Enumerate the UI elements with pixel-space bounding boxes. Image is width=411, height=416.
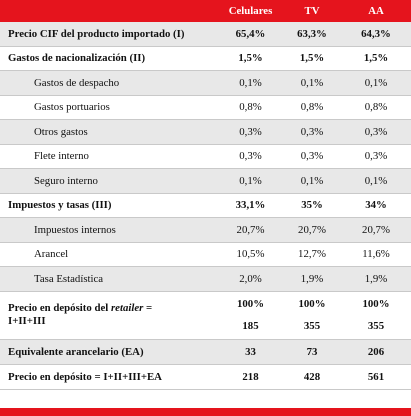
header-celulares: Celulares	[228, 5, 273, 17]
table-row: Equivalente arancelario (EA) 33 73 206	[0, 339, 411, 365]
deposit-label-line1: Precio en depósito del retailer =	[8, 302, 152, 315]
header-blank	[8, 0, 213, 22]
row-value-celulares: 0,8%	[239, 101, 262, 114]
deposit-price-row: Precio en depósito del retailer = I+II+I…	[0, 292, 411, 340]
row-value-tv: 1,9%	[300, 272, 324, 285]
table-row: Gastos de despacho 0,1% 0,1% 0,1%	[0, 71, 411, 96]
row-value-aa: 0,1%	[364, 76, 388, 89]
row-value-tv: 63,3%	[297, 27, 327, 40]
row-value-tv: 35%	[301, 199, 323, 212]
row-label: Gastos de despacho	[34, 76, 120, 89]
row-value-aa: 206	[367, 345, 385, 358]
row-value-tv: 0,1%	[300, 76, 324, 89]
table-header: Celulares TV AA	[0, 0, 411, 22]
row-label: Tasa Estadística	[34, 272, 104, 285]
row-value-aa: 0,3%	[364, 150, 388, 163]
table-row: Precio en depósito = I+II+III+EA 218 428 56…	[0, 365, 411, 390]
row-label: Equivalente arancelario (EA)	[8, 345, 144, 358]
row-label: Precio CIF del producto importado (I)	[8, 27, 185, 40]
row-value-tv: 12,7%	[298, 248, 326, 261]
row-label: Flete interno	[34, 150, 89, 163]
row-label: Precio en depósito = I+II+III+EA	[8, 370, 162, 383]
table-row: Flete interno 0,3% 0,3% 0,3%	[0, 145, 411, 169]
row-value-aa: 1,5%	[363, 52, 389, 65]
row-value-aa: 561	[367, 370, 385, 383]
row-value-celulares: 10,5%	[236, 248, 265, 261]
table-row: Otros gastos 0,3% 0,3% 0,3%	[0, 120, 411, 145]
row-value-tv: 73	[306, 345, 318, 358]
row-value-tv: 20,7%	[298, 223, 326, 236]
row-value-aa: 0,1%	[364, 174, 388, 187]
row-value-aa: 34%	[365, 199, 387, 212]
row-value-tv: 0,8%	[300, 101, 324, 114]
row-value-celulares: 0,3%	[239, 150, 262, 163]
row-label: Arancel	[34, 248, 69, 261]
deposit-abs-aa: 355	[367, 320, 385, 332]
row-value-aa: 0,8%	[364, 101, 388, 114]
table-row: Impuestos y tasas (III) 33,1% 35% 34%	[0, 194, 411, 218]
row-label: Impuestos y tasas (III)	[8, 199, 112, 212]
table-row: Gastos de nacionalización (II) 1,5% 1,5% 1,…	[0, 47, 411, 71]
header-tv: TV	[304, 5, 320, 17]
row-value-celulares: 0,1%	[239, 174, 262, 187]
deposit-pct-tv: 100%	[298, 298, 326, 310]
row-value-celulares: 0,3%	[239, 125, 262, 138]
row-value-tv: 0,1%	[300, 174, 324, 187]
row-value-tv: 428	[303, 370, 321, 383]
deposit-label-prefix: Precio en depósito del	[8, 302, 111, 314]
row-value-celulares: 33,1%	[235, 199, 266, 212]
deposit-pct-aa: 100%	[362, 298, 390, 310]
table-row: Tasa Estadística 2,0% 1,9% 1,9%	[0, 267, 411, 292]
row-value-celulares: 65,4%	[235, 27, 266, 40]
deposit-abs-tv: 355	[303, 320, 321, 332]
table-row: Impuestos internos 20,7% 20,7% 20,7%	[0, 218, 411, 243]
header-aa: AA	[368, 5, 384, 17]
row-value-tv: 0,3%	[300, 125, 324, 138]
deposit-pct-celulares: 100%	[237, 298, 264, 310]
row-value-celulares: 2,0%	[239, 272, 262, 285]
row-value-celulares: 0,1%	[239, 76, 262, 89]
deposit-label-line2: I+II+III	[8, 315, 46, 327]
table-row: Arancel 10,5% 12,7% 11,6%	[0, 243, 411, 267]
row-label: Gastos de nacionalización (II)	[8, 52, 146, 65]
row-value-celulares: 1,5%	[238, 52, 263, 65]
deposit-aa: 100% 355	[346, 292, 406, 339]
row-value-celulares: 218	[242, 370, 259, 383]
table-row: Gastos portuarios 0,8% 0,8% 0,8%	[0, 96, 411, 120]
row-label: Gastos portuarios	[34, 101, 110, 114]
deposit-label: Precio en depósito del retailer = I+II+I…	[8, 292, 213, 339]
row-value-aa: 0,3%	[364, 125, 388, 138]
row-value-aa: 1,9%	[364, 272, 388, 285]
deposit-tv: 100% 355	[283, 292, 341, 339]
deposit-celulares: 100% 185	[218, 292, 283, 339]
footer-bar	[0, 408, 411, 416]
deposit-label-italic: retailer	[110, 302, 144, 314]
row-value-aa: 11,6%	[362, 248, 390, 261]
row-value-tv: 1,5%	[299, 52, 325, 65]
row-label: Otros gastos	[34, 125, 88, 138]
deposit-label-suffix: =	[143, 302, 153, 314]
table-row: Precio CIF del producto importado (I) 65,…	[0, 22, 411, 47]
row-label: Impuestos internos	[34, 223, 116, 236]
deposit-abs-celulares: 185	[242, 320, 259, 332]
row-value-celulares: 20,7%	[236, 223, 265, 236]
row-value-aa: 20,7%	[362, 223, 390, 236]
row-value-tv: 0,3%	[300, 150, 324, 163]
row-label: Seguro interno	[34, 174, 98, 187]
row-value-celulares: 33	[245, 345, 256, 358]
table-row: Seguro interno 0,1% 0,1% 0,1%	[0, 169, 411, 194]
row-value-aa: 64,3%	[361, 27, 391, 40]
